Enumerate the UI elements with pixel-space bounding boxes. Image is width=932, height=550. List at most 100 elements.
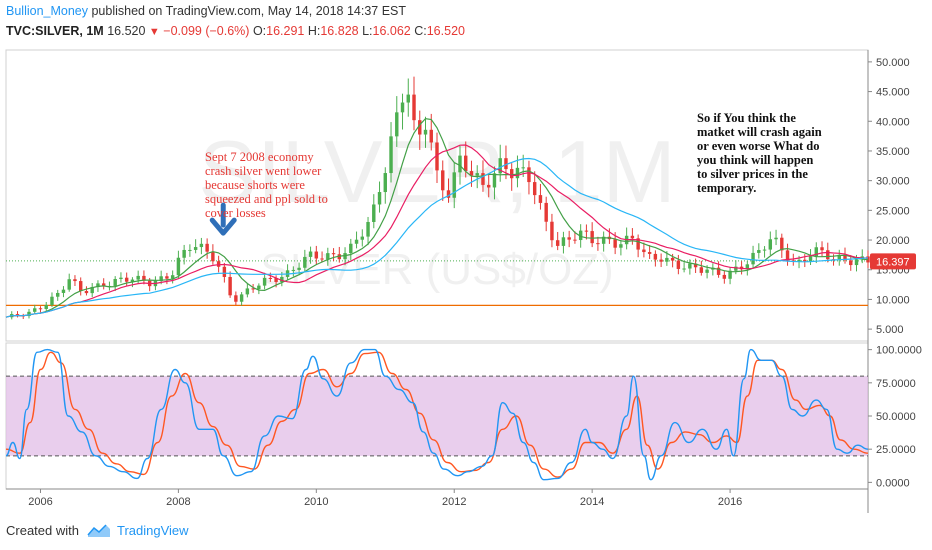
candle-up	[308, 251, 313, 257]
watermark-sub: SILVER (US$/OZ)	[260, 245, 614, 294]
candle-up	[176, 257, 181, 276]
candle-down	[826, 250, 830, 260]
candle-down	[234, 295, 238, 302]
price-tick-label: 20.000	[876, 235, 910, 247]
candle-up	[475, 173, 479, 176]
candle-up	[578, 230, 583, 241]
candle-up	[27, 311, 31, 317]
annotation-right-line: So if You think the	[697, 111, 796, 125]
candle-up	[383, 173, 387, 193]
osc-tick-label: 25.0000	[876, 444, 916, 456]
candle-up	[113, 278, 117, 286]
annotation-left-line: Sept 7 2008 economy	[205, 150, 314, 164]
annotation-left-line: because shorts were	[205, 178, 305, 192]
price-tick-label: 30.000	[876, 176, 910, 188]
candle-up	[665, 257, 669, 262]
candle-up	[423, 129, 428, 135]
candle-down	[481, 173, 485, 185]
price-tick-label: 25.000	[876, 205, 910, 217]
moving-average-mid	[5, 144, 869, 318]
candle-up	[239, 294, 244, 302]
annotation-left-line: squeezed and ppl sold to	[205, 192, 328, 206]
down-arrow-icon	[209, 217, 237, 236]
high-label: H:	[307, 24, 321, 38]
candle-up	[199, 243, 204, 248]
candle-up	[33, 308, 37, 312]
candle-up	[498, 158, 502, 174]
candle-down	[211, 251, 215, 262]
moving-average-fast	[5, 117, 869, 318]
candle-down	[647, 252, 652, 254]
candle-down	[124, 277, 129, 282]
candle-up	[326, 253, 330, 260]
candle-up	[768, 239, 773, 250]
candle-down	[584, 230, 589, 232]
candle-down	[509, 169, 514, 179]
created-with-label: Created with	[6, 523, 79, 538]
candle-down	[165, 276, 169, 279]
candle-up	[395, 112, 399, 137]
candle-up	[688, 263, 692, 269]
candle-up	[182, 249, 186, 258]
tradingview-brand[interactable]: TradingView	[116, 523, 189, 538]
candle-down	[538, 195, 543, 203]
candle-up	[619, 244, 623, 248]
low-value: 16.062	[372, 24, 411, 38]
candle-up	[492, 173, 497, 188]
price-tag-box	[870, 253, 916, 270]
candle-down	[820, 247, 824, 251]
candle-up	[745, 264, 750, 270]
candle-up	[44, 305, 48, 309]
osc-tick-label: 100.0000	[876, 345, 922, 357]
candle-down	[320, 258, 324, 260]
candle-down	[228, 276, 232, 296]
candle-up	[291, 269, 296, 271]
open-value: 16.291	[266, 24, 305, 38]
candle-up	[90, 287, 94, 294]
candle-up	[354, 239, 359, 244]
candle-down	[84, 291, 89, 294]
candle-down	[567, 237, 571, 240]
candle-down	[446, 190, 451, 198]
candle-down	[532, 182, 537, 196]
osc-tick-label: 75.0000	[876, 378, 916, 390]
candle-down	[803, 259, 807, 262]
close-value: 16.520	[426, 24, 465, 38]
candle-up	[56, 292, 60, 297]
candle-up	[245, 288, 250, 295]
candle-up	[682, 268, 686, 270]
candle-down	[222, 266, 227, 277]
low-label: L:	[362, 24, 373, 38]
time-tick-label: 2006	[28, 496, 52, 508]
candle-up	[96, 283, 100, 288]
candle-up	[406, 94, 410, 103]
annotation-left-line: crash silver went lower	[205, 164, 322, 178]
candle-down	[659, 259, 663, 262]
candle-down	[504, 158, 508, 170]
symbol-label: TVC:SILVER, 1M	[6, 24, 104, 38]
price-tick-label: 50.000	[876, 57, 910, 69]
candle-up	[762, 249, 767, 251]
candle-down	[716, 267, 721, 275]
candle-down	[268, 277, 273, 279]
candle-down	[636, 238, 640, 250]
candle-up	[458, 155, 462, 173]
candle-down	[843, 254, 847, 261]
candle-down	[630, 235, 635, 239]
candle-down	[613, 239, 617, 248]
candle-up	[193, 247, 198, 250]
username-link[interactable]: Bullion_Money	[6, 4, 88, 18]
candle-down	[216, 261, 221, 267]
candle-up	[400, 102, 405, 113]
candle-up	[50, 296, 54, 306]
candle-up	[452, 172, 456, 198]
price-change: −0.099 (−0.6%)	[163, 24, 250, 38]
candle-down	[676, 260, 681, 269]
footer: Created with TradingView	[6, 523, 189, 538]
candle-down	[469, 171, 474, 176]
candle-down	[653, 253, 658, 260]
candle-up	[705, 269, 709, 273]
candle-up	[372, 204, 376, 222]
osc-tick-label: 50.0000	[876, 411, 916, 423]
